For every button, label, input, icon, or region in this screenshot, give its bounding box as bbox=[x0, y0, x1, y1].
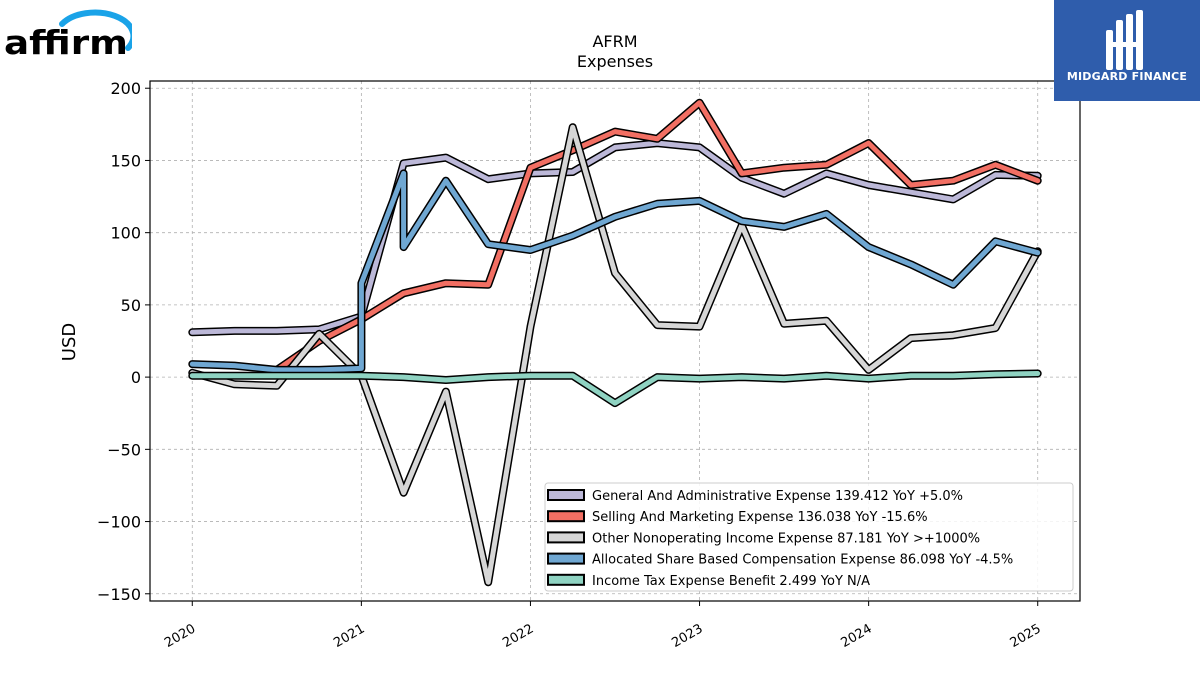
legend-swatch bbox=[547, 573, 585, 586]
series-line-1 bbox=[274, 100, 1041, 373]
midgard-finance-logo: MIDGARD FINANCE bbox=[1054, 0, 1200, 101]
chart-title: AFRM bbox=[592, 32, 637, 51]
legend: General And Administrative Expense 139.4… bbox=[544, 482, 1074, 592]
legend-label: Allocated Share Based Compensation Expen… bbox=[592, 553, 1013, 568]
series-line-0 bbox=[189, 140, 1041, 335]
legend-swatch bbox=[547, 531, 585, 544]
legend-swatch bbox=[547, 489, 585, 501]
y-axis-label: USD bbox=[59, 323, 80, 361]
chart-subtitle: Expenses bbox=[577, 52, 653, 71]
series-outline-0 bbox=[188, 139, 1042, 337]
midgard-wordmark: MIDGARD FINANCE bbox=[1066, 70, 1188, 83]
x-tick-label: 2023 bbox=[669, 621, 705, 651]
x-tick-label: 2020 bbox=[162, 621, 198, 651]
x-tick-label: 2022 bbox=[500, 621, 536, 651]
series-line-3 bbox=[189, 170, 1041, 373]
y-tick-label: 50 bbox=[121, 296, 141, 315]
series-line-2 bbox=[189, 124, 1041, 585]
affirm-wordmark: affirm bbox=[4, 23, 128, 58]
y-tick-label: 0 bbox=[131, 368, 141, 387]
legend-label: Other Nonoperating Income Expense 87.181… bbox=[592, 531, 980, 546]
affirm-logo: affirm bbox=[4, 4, 137, 62]
legend-box bbox=[544, 482, 1074, 592]
y-tick-label: 100 bbox=[110, 224, 141, 243]
plot-frame bbox=[149, 80, 1081, 602]
legend-label: Income Tax Expense Benefit 2.499 YoY N/A bbox=[592, 574, 870, 589]
x-tick-label: 2024 bbox=[838, 621, 874, 651]
x-tick-label: 2021 bbox=[331, 621, 367, 651]
y-tick-label: 200 bbox=[110, 79, 141, 98]
legend-label: General And Administrative Expense 139.4… bbox=[592, 489, 963, 504]
series-outline-1 bbox=[272, 98, 1042, 374]
y-tick-label: −100 bbox=[97, 513, 141, 532]
y-tick-label: 150 bbox=[110, 151, 141, 170]
midgard-emblem-icon bbox=[1106, 10, 1143, 70]
legend-swatch bbox=[547, 552, 585, 565]
series-line-4 bbox=[189, 371, 1041, 406]
x-tick-label: 2025 bbox=[1008, 621, 1044, 651]
y-tick-label: −150 bbox=[97, 585, 141, 604]
legend-label: Selling And Marketing Expense 136.038 Yo… bbox=[592, 510, 928, 525]
legend-swatch bbox=[547, 510, 585, 523]
y-tick-label: −50 bbox=[107, 440, 141, 459]
